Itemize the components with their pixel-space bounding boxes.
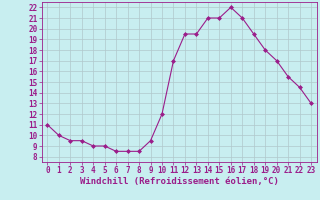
- X-axis label: Windchill (Refroidissement éolien,°C): Windchill (Refroidissement éolien,°C): [80, 177, 279, 186]
